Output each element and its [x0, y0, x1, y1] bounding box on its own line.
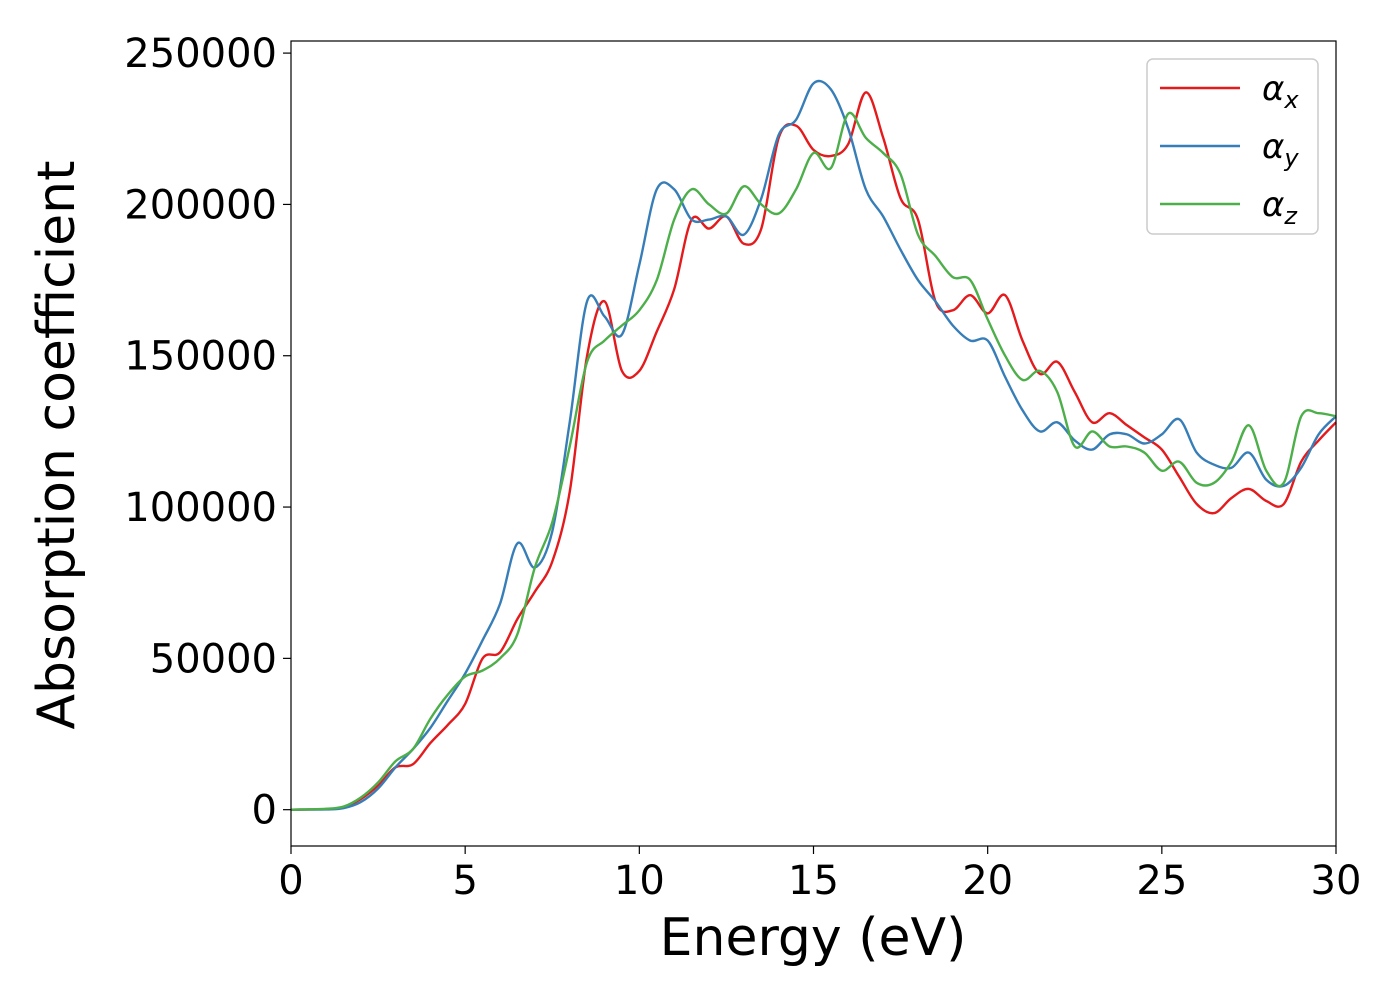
series-lines: [290, 79, 1337, 811]
x-axis-title: Energy (eV): [660, 908, 967, 968]
y-tick-label: 250000: [124, 31, 277, 77]
x-tick-label: 15: [788, 858, 839, 904]
series-line-y: [290, 79, 1337, 811]
x-tick-label: 20: [962, 858, 1013, 904]
x-tick-label: 25: [1136, 858, 1187, 904]
y-tick-label: 0: [252, 788, 277, 834]
series-line-z: [290, 111, 1337, 811]
y-tick-label: 100000: [124, 485, 277, 531]
x-tick-label: 30: [1311, 858, 1362, 904]
y-tick-label: 150000: [124, 334, 277, 380]
y-tick-label: 200000: [124, 182, 277, 228]
x-tick-label: 0: [278, 858, 303, 904]
axis-ticks: 0 5 10 15 20 25 30 0 50000 100000 150000 200000 2500…: [124, 31, 1361, 904]
y-tick-label: 50000: [150, 636, 277, 682]
x-tick-label: 5: [452, 858, 477, 904]
x-tick-label: 10: [614, 858, 665, 904]
series-line-x: [290, 91, 1337, 811]
y-axis-title: Absorption coefficient: [27, 160, 87, 729]
